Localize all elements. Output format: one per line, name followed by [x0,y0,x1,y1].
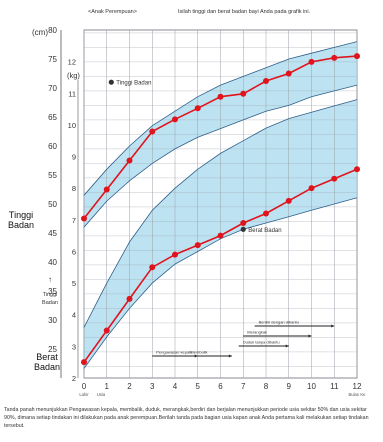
data-point-weight [240,219,247,226]
x-birth-label: Lahir [79,392,89,397]
weight-tick-label: 5 [72,279,76,288]
annotation-label: Berat Badan [248,228,281,234]
chart-caption: Tanda panah menunjukkan Pengawasan kepal… [4,407,369,429]
height-tick-label: 55 [48,171,57,180]
weight-tick-label: 3 [72,342,76,351]
height-tick-label: 80 [48,26,57,35]
data-point-height [354,53,360,60]
data-point-height [308,58,315,65]
x-axis-label: Bulan Ke [349,392,367,397]
band-edge-weight-lower [83,197,358,369]
data-point-weight [81,359,87,366]
instruction-text: Isilah tinggi dan berat badan bayi Anda … [178,9,311,15]
height-tick-label: 35 [48,287,57,296]
data-point-height [194,105,201,112]
x-tick-label: 12 [353,382,362,391]
data-point-height [263,78,269,85]
height-tick-label: 60 [48,142,57,151]
x-tick-label: 11 [330,382,339,391]
data-point-weight [126,295,133,302]
milestone-arrowhead [285,344,289,348]
x-tick-label: 1 [105,382,110,391]
x-age-label: Usia [97,392,106,397]
side-label-weight: Berat Badan [33,352,61,372]
band-edge-height-upper [83,41,358,196]
height-tick-label: 30 [48,316,57,325]
x-tick-label: 9 [287,382,292,391]
height-axis-caption: Badan [42,300,58,306]
height-axis-caption: Tinggi [43,292,58,298]
x-tick-label: 5 [196,382,201,391]
data-point-weight [172,251,178,258]
data-point-height [285,70,292,77]
height-axis-unit: (cm) [32,28,48,37]
annotation-marker [240,226,246,232]
growth-chart: (cm) 807570656055504540353025(kg)12111098… [32,26,367,397]
height-tick-label: 25 [48,345,57,354]
data-point-height [217,93,224,100]
milestone-label: Merangkak [247,330,267,335]
weight-tick-label: 8 [72,184,76,193]
weight-tick-label: 2 [72,374,76,383]
data-point-weight [149,264,156,271]
data-point-height [126,157,133,164]
annotation-marker [108,79,114,85]
milestone-label: Berdiri dengan dibantu [259,320,299,325]
data-point-height [240,90,247,97]
band-edge-weight-upper [83,99,358,328]
data-point-weight [194,242,201,249]
weight-tick-label: 10 [68,121,76,130]
x-tick-label: 7 [241,382,246,391]
side-label-height: Tinggi Badan [7,210,35,230]
height-tick-label: 45 [48,229,57,238]
height-tick-label: 75 [48,55,57,64]
page-title: <Anak Perempuan> [88,9,137,15]
weight-tick-label: 11 [68,89,76,98]
data-point-height [81,215,87,222]
data-point-height [172,116,178,123]
data-point-height [331,54,338,61]
annotation-label: Tinggi Badan [116,81,151,87]
data-point-weight [103,327,110,334]
x-tick-label: 10 [307,382,316,391]
x-tick-label: 4 [173,382,178,391]
x-tick-label: 8 [264,382,269,391]
data-point-weight [217,232,224,239]
x-tick-label: 3 [150,382,155,391]
weight-tick-label: 9 [72,153,76,162]
height-tick-label: 50 [48,200,57,209]
milestone-arrowhead [308,334,312,338]
band-edge-height-lower [83,84,358,228]
weight-tick-label: 6 [72,247,76,256]
height-axis-arrow: ↑ [48,275,52,284]
x-tick-label: 0 [82,382,87,391]
milestone-label: Pengawasan kepala [156,350,193,355]
weight-tick-label: 7 [72,216,76,225]
height-tick-label: 40 [48,258,57,267]
data-point-weight [331,175,338,182]
weight-tick-label: 12 [68,58,76,67]
x-tick-label: 2 [127,382,132,391]
milestone-label: Membalik [190,350,207,355]
weight-axis-unit: (kg) [67,71,80,80]
milestone-arrowhead [228,354,232,358]
milestone-label: Duduk tanpa dibantu [243,340,280,345]
height-tick-label: 65 [48,113,57,122]
data-point-height [103,186,110,193]
data-point-weight [263,210,269,217]
data-point-weight [354,166,360,173]
x-tick-label: 6 [218,382,223,391]
weight-tick-label: 4 [72,311,76,320]
data-point-weight [285,197,292,204]
data-point-weight [308,185,315,192]
height-tick-label: 70 [48,84,57,93]
data-point-height [149,128,156,135]
milestone-arrowhead [331,324,335,328]
